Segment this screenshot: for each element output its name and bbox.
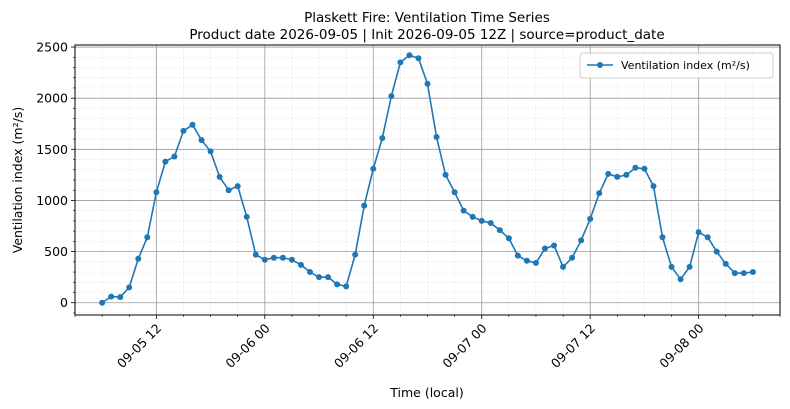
data-point	[270, 254, 277, 261]
data-point	[252, 251, 259, 258]
x-axis-ticks: 09-05 12 09-06 00 09-06 12 09-07 00 09-07 12…	[74, 315, 781, 371]
data-point	[469, 213, 476, 220]
data-point	[144, 234, 151, 241]
data-point	[180, 127, 187, 134]
data-point	[424, 80, 431, 87]
x-tick-label: 09-07 00	[439, 320, 489, 370]
legend-box	[579, 52, 774, 79]
data-point	[288, 256, 295, 263]
data-point	[569, 254, 576, 261]
data-point	[451, 189, 458, 196]
data-point	[731, 270, 738, 277]
data-point	[307, 269, 313, 276]
data-point	[126, 284, 133, 291]
data-point	[713, 248, 720, 255]
x-axis-label: Time (local)	[389, 385, 463, 400]
data-point	[523, 257, 530, 264]
data-point	[505, 235, 512, 242]
data-point	[171, 153, 178, 160]
data-point	[722, 260, 729, 267]
data-point	[514, 252, 521, 259]
data-point	[198, 137, 205, 144]
legend-entry-label: Ventilation index (m²/s)	[621, 59, 750, 72]
data-point	[560, 263, 567, 270]
data-point	[551, 242, 558, 249]
data-point	[153, 189, 160, 196]
data-point	[623, 171, 630, 178]
data-point	[532, 259, 539, 266]
y-tick-label: 0	[60, 295, 68, 310]
data-point	[478, 217, 485, 224]
data-point	[578, 237, 585, 244]
data-point	[587, 215, 594, 222]
data-point	[243, 213, 250, 220]
data-point	[496, 227, 503, 234]
data-point	[117, 294, 124, 301]
legend-point-marker	[597, 62, 603, 68]
data-point	[605, 170, 612, 177]
x-tick-label: 09-08 00	[656, 320, 706, 370]
chart-title: Plaskett Fire: Ventilation Time Series	[304, 10, 550, 26]
data-point	[542, 245, 548, 252]
data-point	[677, 276, 684, 283]
data-point	[632, 164, 639, 171]
data-point	[749, 269, 756, 276]
data-point	[261, 256, 268, 263]
data-point	[135, 255, 142, 262]
data-point	[225, 187, 232, 194]
data-point	[343, 283, 350, 290]
data-point	[234, 183, 241, 190]
data-point	[162, 158, 169, 165]
chart-subtitle: Product date 2026-09-05 | Init 2026-09-0…	[189, 27, 664, 43]
x-tick-label: 09-07 12	[548, 321, 598, 371]
data-point	[397, 59, 404, 66]
y-axis-ticks: 0 500 1000 1500 2000 2500	[36, 40, 75, 314]
data-point	[370, 165, 377, 172]
data-point	[406, 52, 413, 59]
data-point	[740, 270, 747, 277]
data-point	[668, 263, 675, 270]
data-point	[415, 55, 422, 62]
legend: Ventilation index (m²/s)	[579, 52, 774, 79]
data-point	[442, 171, 449, 178]
data-point	[650, 183, 657, 190]
data-point	[325, 274, 332, 281]
data-point	[379, 135, 386, 142]
data-point	[460, 207, 467, 214]
data-point	[388, 93, 395, 100]
data-point	[614, 173, 621, 180]
data-point	[216, 173, 223, 180]
minor-grid	[74, 45, 781, 315]
y-tick-label: 1000	[36, 193, 68, 208]
data-point	[189, 121, 196, 128]
y-tick-label: 1500	[36, 142, 68, 157]
y-tick-label: 2500	[36, 40, 68, 55]
data-point	[641, 165, 648, 172]
data-point	[704, 234, 711, 241]
data-point	[99, 299, 106, 306]
data-point	[279, 254, 286, 261]
data-point	[352, 251, 359, 258]
data-point	[108, 293, 115, 300]
data-point	[659, 234, 666, 241]
y-axis-label: Ventilation index (m²/s)	[10, 107, 25, 253]
data-point	[686, 263, 693, 270]
major-grid	[75, 45, 780, 315]
data-point	[361, 202, 368, 209]
x-tick-label: 09-06 12	[331, 321, 381, 371]
data-point	[316, 274, 323, 281]
series-layer	[99, 52, 756, 306]
x-tick-label: 09-06 00	[222, 320, 272, 370]
data-point	[207, 148, 214, 155]
data-point	[487, 219, 494, 226]
x-tick-label: 09-05 12	[114, 321, 164, 371]
data-point	[334, 281, 341, 288]
data-point	[297, 261, 304, 268]
y-tick-label: 2000	[36, 91, 68, 106]
data-point	[433, 134, 440, 141]
data-point	[695, 229, 702, 236]
y-tick-label: 500	[44, 244, 68, 259]
data-point	[596, 190, 603, 197]
